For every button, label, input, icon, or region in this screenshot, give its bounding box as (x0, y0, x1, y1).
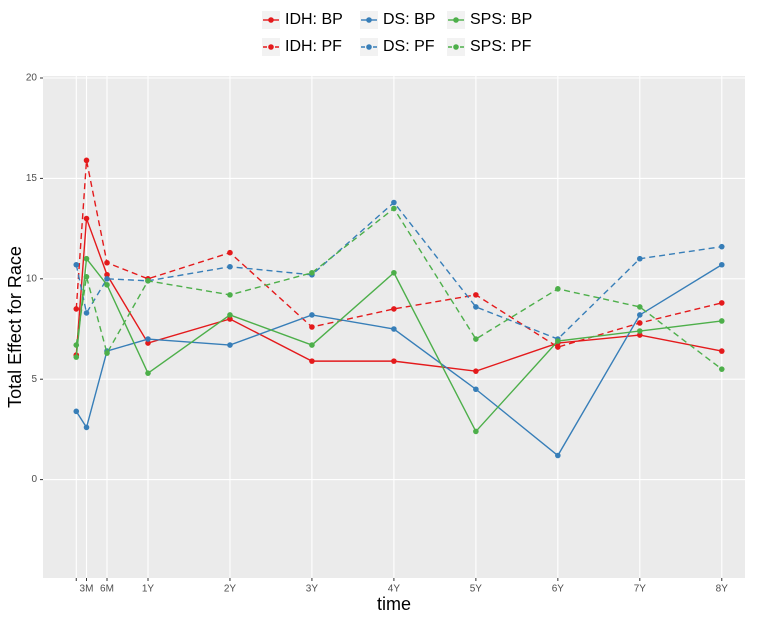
legend-label: SPS: PF (470, 38, 532, 55)
x-tick-label: 3Y (306, 584, 319, 595)
y-axis-title: Total Effect for Race (5, 246, 25, 408)
point (555, 452, 561, 459)
x-tick-label: 7Y (634, 584, 647, 595)
point (391, 199, 397, 206)
point (391, 306, 397, 312)
x-tick-label: 4Y (388, 584, 401, 595)
y-tick-label: 5 (31, 374, 37, 385)
point (227, 316, 233, 322)
point (309, 358, 315, 364)
point (83, 255, 90, 262)
point (227, 263, 233, 270)
legend-label: IDH: BP (285, 11, 343, 28)
point (83, 215, 90, 222)
point (473, 336, 479, 342)
point (473, 386, 479, 393)
point (718, 300, 725, 306)
legend-label: SPS: BP (470, 11, 532, 28)
x-axis-title: time (377, 594, 411, 614)
legend-label: IDH: PF (285, 38, 342, 55)
point (555, 338, 561, 344)
point (73, 306, 80, 312)
point (73, 408, 80, 415)
point (391, 205, 397, 212)
point (104, 276, 110, 282)
point (391, 358, 397, 364)
legend-point (453, 44, 459, 50)
point (145, 340, 151, 346)
point (718, 318, 725, 324)
point (83, 157, 90, 164)
point (718, 243, 725, 250)
point (637, 328, 643, 334)
x-tick-label: 3M (80, 584, 94, 595)
legend-point (366, 44, 372, 50)
point (473, 428, 479, 435)
legend-point (268, 44, 274, 50)
point (718, 366, 725, 372)
point (637, 332, 643, 338)
point (309, 324, 315, 330)
point (555, 286, 561, 292)
legend-point (268, 17, 274, 23)
point (637, 312, 643, 318)
point (104, 259, 110, 266)
point (637, 255, 643, 262)
x-tick-label: 2Y (224, 584, 237, 595)
point (227, 249, 233, 256)
x-tick-label: 8Y (716, 584, 729, 595)
point (145, 336, 151, 342)
point (718, 261, 725, 268)
point (73, 354, 80, 360)
point (227, 292, 233, 298)
point (391, 326, 397, 332)
point (104, 271, 110, 278)
point (309, 269, 315, 276)
point (309, 312, 315, 318)
legend-label: DS: PF (383, 38, 435, 55)
legend-point (453, 17, 459, 23)
y-tick-label: 10 (26, 273, 38, 284)
point (83, 424, 90, 431)
x-tick-label: 1Y (142, 584, 155, 595)
point (473, 304, 479, 310)
point (637, 320, 643, 326)
point (227, 342, 233, 348)
point (145, 370, 151, 376)
x-tick-label: 5Y (470, 584, 483, 595)
point (145, 278, 151, 284)
x-tick-label: 6M (100, 584, 114, 595)
point (73, 342, 80, 348)
series-line (75, 207, 723, 370)
point (104, 282, 110, 288)
legend-label: DS: BP (383, 11, 435, 28)
point (83, 310, 90, 316)
y-tick-label: 0 (31, 474, 37, 485)
point (391, 269, 397, 276)
point (555, 344, 561, 350)
point (227, 312, 233, 318)
point (473, 368, 479, 374)
point (83, 274, 90, 280)
point (637, 304, 643, 310)
y-tick-label: 15 (26, 173, 38, 184)
x-tick-label: 6Y (552, 584, 565, 595)
point (718, 348, 725, 354)
legend-point (366, 17, 372, 23)
y-tick-label: 20 (26, 73, 38, 84)
point (104, 350, 110, 356)
point (73, 261, 80, 268)
point (473, 292, 479, 298)
point (309, 342, 315, 348)
